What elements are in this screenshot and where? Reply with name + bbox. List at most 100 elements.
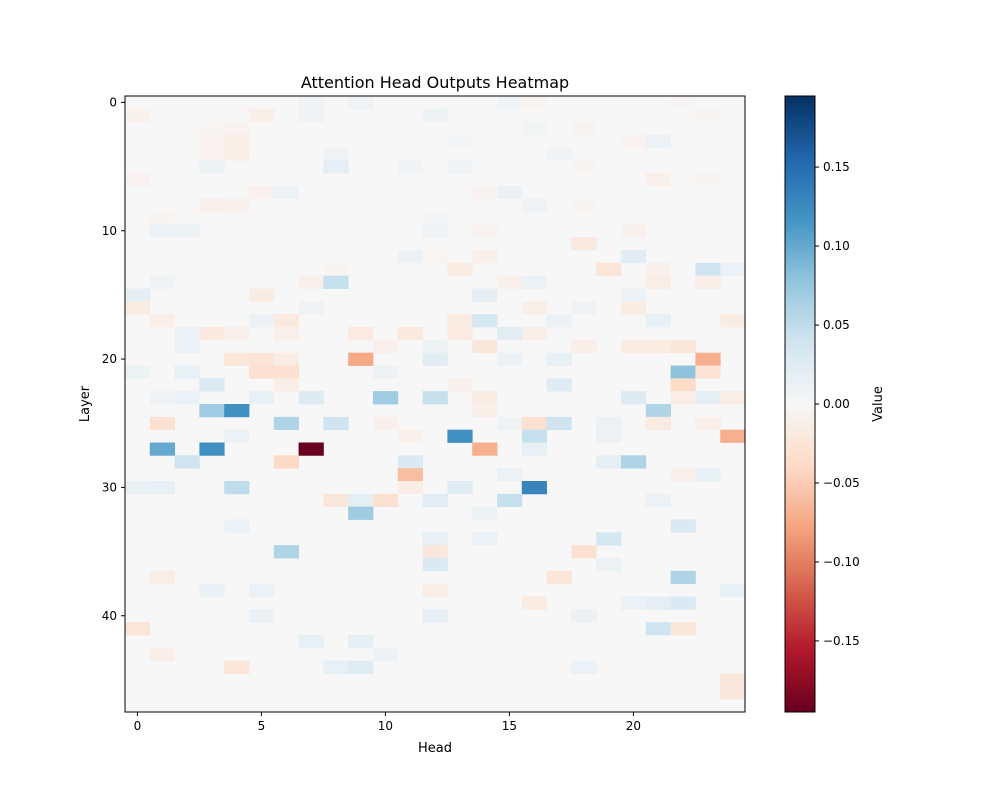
heatmap-cell: [224, 147, 250, 161]
heatmap-cell: [521, 416, 547, 431]
heatmap-cell: [497, 468, 523, 482]
heatmap-cell: [149, 416, 175, 431]
heatmap-cell: [472, 442, 498, 456]
heatmap-cell: [546, 314, 572, 328]
heatmap-cell: [596, 429, 622, 443]
heatmap-cell: [695, 108, 721, 123]
heatmap-cell: [125, 173, 151, 187]
heatmap-cell: [546, 352, 572, 366]
heatmap-cell: [645, 596, 671, 610]
heatmap-cell: [273, 352, 299, 366]
heatmap-cell: [447, 327, 473, 341]
heatmap-cell: [670, 622, 696, 636]
heatmap-cell: [645, 404, 671, 418]
heatmap-cell: [422, 211, 448, 225]
heatmap-cell: [670, 468, 696, 482]
heatmap-cell: [670, 519, 696, 533]
colorbar-tick-label: −0.10: [823, 555, 860, 569]
heatmap-cell: [472, 404, 498, 418]
x-tick-label: 20: [626, 719, 641, 733]
heatmap-cell: [249, 185, 275, 200]
heatmap-cell: [174, 365, 200, 379]
heatmap-cell: [199, 134, 225, 148]
heatmap-cell: [249, 108, 275, 123]
heatmap-cell: [397, 481, 423, 495]
heatmap-cell: [472, 339, 498, 354]
heatmap-cells: [125, 96, 746, 700]
heatmap-cell: [298, 635, 324, 649]
heatmap-cell: [497, 185, 523, 200]
heatmap-cell: [174, 391, 200, 405]
heatmap-cell: [521, 275, 547, 289]
heatmap-cell: [720, 429, 746, 443]
heatmap-cell: [199, 160, 225, 174]
heatmap-cell: [149, 442, 175, 456]
heatmap-cell: [249, 583, 275, 597]
heatmap-cell: [298, 108, 324, 123]
x-tick-label: 10: [378, 719, 393, 733]
heatmap-cell: [571, 660, 597, 674]
heatmap-cell: [348, 635, 374, 649]
heatmap-cell: [348, 506, 374, 520]
heatmap-cell: [596, 558, 622, 572]
heatmap-cell: [199, 583, 225, 597]
heatmap-cell: [497, 352, 523, 366]
heatmap-cell: [348, 327, 374, 341]
heatmap-cell: [397, 160, 423, 174]
heatmap-cell: [298, 96, 324, 110]
heatmap-cell: [125, 288, 151, 302]
heatmap-cell: [670, 96, 696, 110]
heatmap-cell: [348, 493, 374, 508]
heatmap-cell: [323, 262, 349, 277]
colorbar-tick-label: 0.05: [823, 318, 850, 332]
x-axis: 0 5 10 15 20: [134, 712, 641, 733]
heatmap-cell: [273, 365, 299, 379]
heatmap-cell: [273, 327, 299, 341]
heatmap-cell: [472, 506, 498, 520]
heatmap-cell: [273, 378, 299, 392]
heatmap-cell: [125, 365, 151, 379]
heatmap-cell: [273, 545, 299, 559]
heatmap-cell: [546, 416, 572, 431]
heatmap-cell: [521, 481, 547, 495]
heatmap-cell: [720, 391, 746, 405]
heatmap-cell: [199, 327, 225, 341]
heatmap-cell: [249, 352, 275, 366]
heatmap-cell: [447, 134, 473, 148]
colorbar-label: Value: [871, 386, 886, 422]
heatmap-cell: [472, 224, 498, 238]
heatmap-cell: [249, 314, 275, 328]
heatmap-cell: [149, 647, 175, 662]
heatmap-cell: [645, 314, 671, 328]
heatmap-cell: [720, 673, 746, 687]
heatmap-cell: [521, 596, 547, 610]
chart-title: Attention Head Outputs Heatmap: [301, 73, 569, 92]
y-tick-label: 20: [102, 352, 117, 366]
heatmap-cell: [497, 493, 523, 508]
heatmap-cell: [422, 532, 448, 546]
heatmap-cell: [472, 314, 498, 328]
heatmap-cell: [621, 301, 647, 315]
heatmap-cell: [720, 583, 746, 597]
heatmap-cell: [224, 481, 250, 495]
heatmap-cell: [670, 339, 696, 354]
x-tick-label: 0: [134, 719, 142, 733]
heatmap-cell: [174, 327, 200, 341]
heatmap-cell: [174, 455, 200, 469]
heatmap-cell: [521, 442, 547, 456]
heatmap-plot-area: [124, 95, 746, 713]
heatmap-cell: [447, 160, 473, 174]
heatmap-cell: [497, 96, 523, 110]
heatmap-cell: [695, 262, 721, 277]
heatmap-cell: [298, 391, 324, 405]
heatmap-cell: [645, 134, 671, 148]
heatmap-cell: [273, 416, 299, 431]
heatmap-cell: [298, 275, 324, 289]
heatmap-cell: [224, 519, 250, 533]
heatmap-cell: [149, 314, 175, 328]
heatmap-cell: [670, 570, 696, 585]
heatmap-cell: [472, 391, 498, 405]
heatmap-cell: [571, 301, 597, 315]
heatmap-cell: [422, 545, 448, 559]
